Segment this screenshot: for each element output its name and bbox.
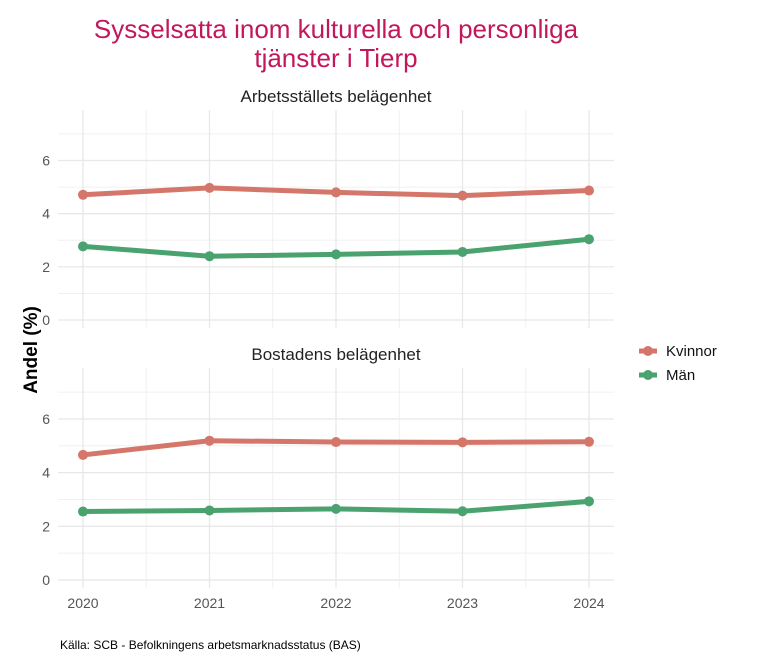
x-tick-label: 2023 [447, 595, 478, 611]
data-point [584, 234, 594, 245]
data-point [204, 182, 215, 193]
y-tick-label: 4 [42, 206, 50, 222]
data-point [584, 185, 594, 196]
legend-item-1: Kvinnor [639, 343, 717, 360]
x-tick-label: 2021 [194, 595, 225, 611]
panel-1: Arbetsställets belägenhet 0 2 4 6 [42, 87, 614, 328]
x-tick-label: 2024 [573, 595, 604, 611]
y-tick-label: 6 [42, 153, 50, 169]
y-tick-label: 2 [42, 518, 50, 534]
data-point [204, 251, 215, 262]
panel-title: Bostadens belägenhet [251, 345, 420, 364]
data-point [457, 246, 468, 257]
panel-2: Bostadens belägenhet 0 2 4 6 2020 2021 2022 2023… [42, 345, 614, 611]
caption: Källa: SCB - Befolkningens arbetsmarknad… [60, 638, 361, 652]
chart-title-line-1: Sysselsatta inom kulturella och personli… [94, 14, 579, 44]
chart-title-line-2: tjänster i Tierp [254, 43, 417, 73]
panel-title: Arbetsställets belägenhet [241, 87, 432, 106]
y-tick-label: 2 [42, 259, 50, 275]
data-point [457, 506, 468, 517]
y-tick-label: 6 [42, 411, 50, 427]
legend-item-2: Män [639, 367, 695, 384]
data-point [584, 436, 594, 447]
data-point [331, 187, 341, 198]
x-tick-label: 2022 [320, 595, 351, 611]
x-tick-label: 2020 [67, 595, 98, 611]
data-point [457, 437, 468, 448]
y-axis-label: Andel (%) [21, 306, 42, 394]
data-point [331, 249, 341, 260]
data-point [78, 449, 88, 460]
data-point [78, 241, 88, 252]
data-point [457, 190, 468, 201]
y-tick-label: 0 [42, 312, 50, 328]
legend-label: Män [666, 367, 695, 384]
y-tick-label: 4 [42, 465, 50, 481]
legend-label: Kvinnor [666, 343, 717, 360]
data-point [331, 503, 341, 514]
legend: Kvinnor Män [639, 343, 717, 384]
data-point [78, 506, 88, 517]
y-tick-label: 0 [42, 572, 50, 588]
legend-key-point [643, 370, 653, 380]
data-point [78, 189, 88, 200]
data-point [331, 437, 341, 448]
legend-key-point [643, 346, 653, 356]
data-point [204, 505, 215, 516]
data-point [584, 496, 594, 507]
data-point [204, 435, 215, 446]
